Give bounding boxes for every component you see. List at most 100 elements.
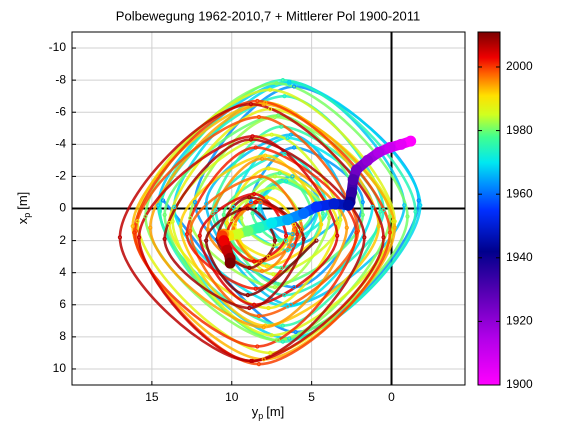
mean-pole-point: [384, 142, 396, 154]
wobble-point: [156, 203, 161, 208]
wobble-point: [157, 209, 162, 214]
wobble-segment: [225, 167, 269, 224]
wobble-segment: [163, 238, 250, 310]
wobble-point: [255, 98, 260, 104]
wobble-point: [285, 135, 290, 140]
wobble-segment: [257, 232, 358, 348]
wobble-point: [213, 208, 218, 213]
wobble-point: [136, 235, 142, 240]
wobble-point: [253, 286, 258, 291]
y-label-text: x: [15, 217, 30, 224]
mean-pole-point: [218, 235, 230, 247]
wobble-segment: [282, 211, 417, 343]
wobble-point: [261, 357, 266, 362]
wobble-point: [272, 238, 277, 243]
wobble-point: [282, 293, 287, 298]
wobble-point: [258, 174, 263, 179]
wobble-point: [205, 227, 210, 232]
wobble-segment: [185, 146, 256, 235]
mean-pole-point: [342, 199, 354, 211]
mean-pole-point: [310, 201, 322, 213]
wobble-point: [248, 358, 254, 364]
mean-pole-point: [298, 207, 310, 219]
wobble-point: [239, 216, 244, 221]
wobble-point: [279, 124, 284, 129]
wobble-point: [285, 248, 290, 253]
y-tick-label: -2: [55, 169, 66, 183]
wobble-segment: [137, 134, 253, 238]
wobble-point: [264, 264, 270, 269]
y-axis-label: xp [m]: [15, 192, 32, 225]
wobble-point: [204, 201, 209, 206]
y-tick-label: -8: [55, 72, 66, 86]
wobble-point: [290, 174, 295, 179]
wobble-point: [288, 302, 293, 307]
wobble-point: [258, 201, 263, 206]
wobble-point: [210, 211, 215, 216]
wobble-point: [272, 285, 277, 290]
wobble-point: [250, 358, 255, 364]
wobble-point: [283, 179, 289, 184]
wobble-segment: [258, 115, 360, 232]
wobble-segment: [279, 213, 313, 242]
wobble-segment: [168, 107, 271, 224]
wobble-segment: [258, 232, 392, 366]
wobble-segment: [255, 234, 299, 291]
wobble-segment: [133, 232, 258, 348]
wobble-point: [162, 236, 167, 242]
wobble-point: [247, 305, 252, 311]
y-label-unit: [m]: [15, 192, 30, 210]
wobble-point: [167, 220, 172, 226]
mean-pole-point: [253, 222, 265, 234]
wobble-segment: [249, 240, 277, 270]
wobble-segment: [134, 115, 259, 232]
wobble-point: [231, 204, 236, 209]
wobble-point: [277, 238, 282, 243]
wobble-point: [360, 199, 365, 205]
x-tick-label: 5: [308, 390, 315, 404]
wobble-point: [354, 230, 359, 235]
wobble-segment: [270, 88, 397, 222]
wobble-point: [287, 336, 292, 341]
wobble-point: [253, 199, 258, 205]
wobble-point: [258, 259, 263, 264]
wobble-segment: [148, 227, 264, 329]
wobble-segment: [260, 175, 304, 230]
wobble-point: [256, 114, 262, 120]
wobble-segment: [253, 192, 288, 236]
wobble-segment: [250, 237, 366, 363]
wobble-point: [418, 203, 423, 208]
wobble-point: [275, 113, 281, 118]
wobble-point: [267, 350, 273, 356]
wobble-point: [288, 132, 293, 137]
wobble-point: [299, 227, 305, 232]
y-tick-label: 0: [59, 201, 66, 215]
mean-pole-point: [282, 214, 294, 226]
wobble-point: [314, 238, 319, 243]
wobble-point: [247, 195, 252, 200]
wobble-point: [293, 329, 298, 335]
wobble-point: [283, 238, 289, 243]
wobble-point: [285, 304, 290, 309]
wobble-point: [258, 199, 263, 205]
wobble-segment: [271, 133, 342, 220]
wobble-point: [387, 214, 393, 219]
wobble-point: [248, 199, 254, 205]
colorbar-tick-label: 1900: [506, 377, 533, 391]
wobble-point: [344, 225, 349, 230]
wobble-point: [275, 281, 281, 287]
wobble-point: [229, 217, 234, 222]
wobble-point: [381, 208, 386, 213]
wobble-point: [130, 224, 135, 229]
wobble-segment: [250, 138, 366, 238]
wobble-segment: [249, 238, 305, 310]
wobble-point: [391, 219, 396, 224]
mean-pole-point: [328, 198, 340, 210]
wobble-point: [255, 344, 260, 349]
mean-pole-point: [346, 186, 358, 198]
y-tick-label: -4: [55, 136, 66, 150]
mean-pole-point: [405, 135, 417, 147]
wobble-point: [381, 235, 386, 240]
wobble-segment: [204, 240, 248, 297]
wobble-segment: [206, 157, 263, 230]
